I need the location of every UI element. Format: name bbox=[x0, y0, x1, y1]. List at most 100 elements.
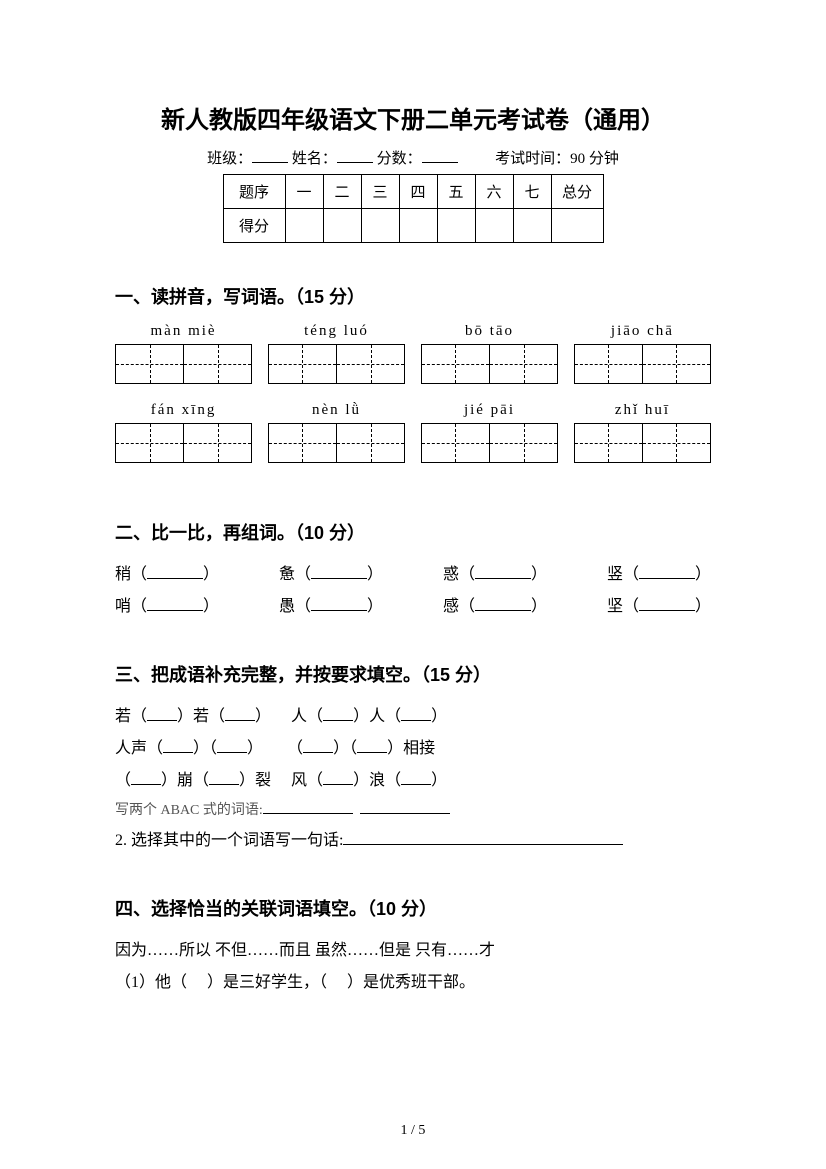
char-box[interactable] bbox=[268, 423, 405, 463]
q2-pair: 哨（） bbox=[115, 591, 219, 623]
q4-lines: 因为……所以 不但……而且 虽然……但是 只有……才 （1）他（ ）是三好学生，… bbox=[115, 935, 711, 999]
score-cell[interactable] bbox=[437, 209, 475, 243]
fill-blank[interactable] bbox=[147, 705, 177, 721]
q3-line: 若（）若（） 人（）人（） bbox=[115, 701, 711, 733]
pinyin-label: bō tāo bbox=[421, 323, 558, 340]
pinyin-item: zhǐ huī bbox=[574, 402, 711, 463]
q3-line: （）崩（）裂 风（）浪（） bbox=[115, 765, 711, 797]
fill-blank[interactable] bbox=[311, 595, 367, 611]
q2-pair: 愚（） bbox=[279, 591, 383, 623]
fill-blank[interactable] bbox=[639, 595, 695, 611]
score-cell[interactable] bbox=[551, 209, 603, 243]
pinyin-label: fán xīng bbox=[115, 402, 252, 419]
fill-blank[interactable] bbox=[217, 737, 247, 753]
pinyin-label: màn miè bbox=[115, 323, 252, 340]
q2-pair: 惫（） bbox=[279, 559, 383, 591]
section-2: 二、比一比，再组词。（10 分） 稍（） 惫（） 惑（） 竖（） 哨（） 愚（）… bbox=[115, 519, 711, 623]
q4-options: 因为……所以 不但……而且 虽然……但是 只有……才 bbox=[115, 935, 711, 967]
q2-pair: 坚（） bbox=[607, 591, 711, 623]
score-cell[interactable] bbox=[513, 209, 551, 243]
pinyin-item: jiāo chā bbox=[574, 323, 711, 384]
q2-row: 哨（） 愚（） 感（） 坚（） bbox=[115, 591, 711, 623]
table-row: 题序 一 二 三 四 五 六 七 总分 bbox=[223, 175, 603, 209]
pinyin-item: téng luó bbox=[268, 323, 405, 384]
fill-blank[interactable] bbox=[163, 737, 193, 753]
section-3: 三、把成语补充完整，并按要求填空。（15 分） 若（）若（） 人（）人（） 人声… bbox=[115, 661, 711, 857]
q2-pair: 稍（） bbox=[115, 559, 219, 591]
q3-sentence: 2. 选择其中的一个词语写一句话: bbox=[115, 825, 711, 857]
pinyin-item: bō tāo bbox=[421, 323, 558, 384]
fill-blank[interactable] bbox=[303, 737, 333, 753]
name-blank[interactable] bbox=[337, 148, 373, 163]
pinyin-label: jiāo chā bbox=[574, 323, 711, 340]
col-cell: 二 bbox=[323, 175, 361, 209]
fill-blank[interactable] bbox=[357, 737, 387, 753]
header-cell: 题序 bbox=[223, 175, 285, 209]
score-label: 分数： bbox=[377, 151, 422, 167]
pinyin-label: téng luó bbox=[268, 323, 405, 340]
fill-blank[interactable] bbox=[475, 595, 531, 611]
fill-blank[interactable] bbox=[360, 800, 450, 814]
col-cell: 五 bbox=[437, 175, 475, 209]
section-3-head: 三、把成语补充完整，并按要求填空。（15 分） bbox=[115, 661, 711, 687]
score-cell[interactable] bbox=[399, 209, 437, 243]
fill-blank[interactable] bbox=[311, 563, 367, 579]
char-box[interactable] bbox=[574, 344, 711, 384]
char-box[interactable] bbox=[115, 423, 252, 463]
fill-blank[interactable] bbox=[343, 829, 623, 845]
col-cell: 一 bbox=[285, 175, 323, 209]
pinyin-item: màn miè bbox=[115, 323, 252, 384]
score-table: 题序 一 二 三 四 五 六 七 总分 得分 bbox=[223, 174, 604, 243]
col-cell: 总分 bbox=[551, 175, 603, 209]
table-row: 得分 bbox=[223, 209, 603, 243]
score-cell[interactable] bbox=[361, 209, 399, 243]
section-4: 四、选择恰当的关联词语填空。（10 分） 因为……所以 不但……而且 虽然……但… bbox=[115, 895, 711, 999]
char-box[interactable] bbox=[421, 344, 558, 384]
fill-blank[interactable] bbox=[475, 563, 531, 579]
page-number: 1 / 5 bbox=[0, 1123, 826, 1139]
char-box[interactable] bbox=[574, 423, 711, 463]
score-cell[interactable] bbox=[323, 209, 361, 243]
fill-blank[interactable] bbox=[131, 769, 161, 785]
page-title: 新人教版四年级语文下册二单元考试卷（通用） bbox=[115, 100, 711, 135]
pinyin-grid: màn miè téng luó bō tāo jiāo chā fán xīn… bbox=[115, 323, 711, 481]
fill-blank[interactable] bbox=[209, 769, 239, 785]
pinyin-label: zhǐ huī bbox=[574, 402, 711, 419]
fill-blank[interactable] bbox=[147, 595, 203, 611]
score-row-label: 得分 bbox=[223, 209, 285, 243]
fill-blank[interactable] bbox=[147, 563, 203, 579]
section-4-head: 四、选择恰当的关联词语填空。（10 分） bbox=[115, 895, 711, 921]
col-cell: 三 bbox=[361, 175, 399, 209]
q2-pair: 惑（） bbox=[443, 559, 547, 591]
fill-blank[interactable] bbox=[401, 769, 431, 785]
section-1: 一、读拼音，写词语。（15 分） màn miè téng luó bō tāo… bbox=[115, 283, 711, 481]
fill-blank[interactable] bbox=[639, 563, 695, 579]
section-1-head: 一、读拼音，写词语。（15 分） bbox=[115, 283, 711, 309]
score-cell[interactable] bbox=[475, 209, 513, 243]
exam-time-label: 考试时间：90 分钟 bbox=[495, 151, 619, 167]
col-cell: 六 bbox=[475, 175, 513, 209]
fill-blank[interactable] bbox=[323, 705, 353, 721]
fill-blank[interactable] bbox=[225, 705, 255, 721]
q2-pair: 感（） bbox=[443, 591, 547, 623]
score-blank[interactable] bbox=[422, 148, 458, 163]
q4-q1: （1）他（ ）是三好学生，（ ）是优秀班干部。 bbox=[115, 967, 711, 999]
q2-rows: 稍（） 惫（） 惑（） 竖（） 哨（） 愚（） 感（） 坚（） bbox=[115, 559, 711, 623]
col-cell: 七 bbox=[513, 175, 551, 209]
char-box[interactable] bbox=[421, 423, 558, 463]
char-box[interactable] bbox=[268, 344, 405, 384]
pinyin-label: nèn lǜ bbox=[268, 402, 405, 419]
fill-blank[interactable] bbox=[323, 769, 353, 785]
char-box[interactable] bbox=[115, 344, 252, 384]
q3-note: 写两个 ABAC 式的词语: bbox=[115, 797, 711, 825]
pinyin-item: fán xīng bbox=[115, 402, 252, 463]
q2-row: 稍（） 惫（） 惑（） 竖（） bbox=[115, 559, 711, 591]
fill-blank[interactable] bbox=[263, 800, 353, 814]
q2-pair: 竖（） bbox=[607, 559, 711, 591]
meta-row: 班级： 姓名： 分数： 考试时间：90 分钟 bbox=[115, 147, 711, 168]
section-2-head: 二、比一比，再组词。（10 分） bbox=[115, 519, 711, 545]
pinyin-item: jié pāi bbox=[421, 402, 558, 463]
fill-blank[interactable] bbox=[401, 705, 431, 721]
class-blank[interactable] bbox=[252, 148, 288, 163]
score-cell[interactable] bbox=[285, 209, 323, 243]
